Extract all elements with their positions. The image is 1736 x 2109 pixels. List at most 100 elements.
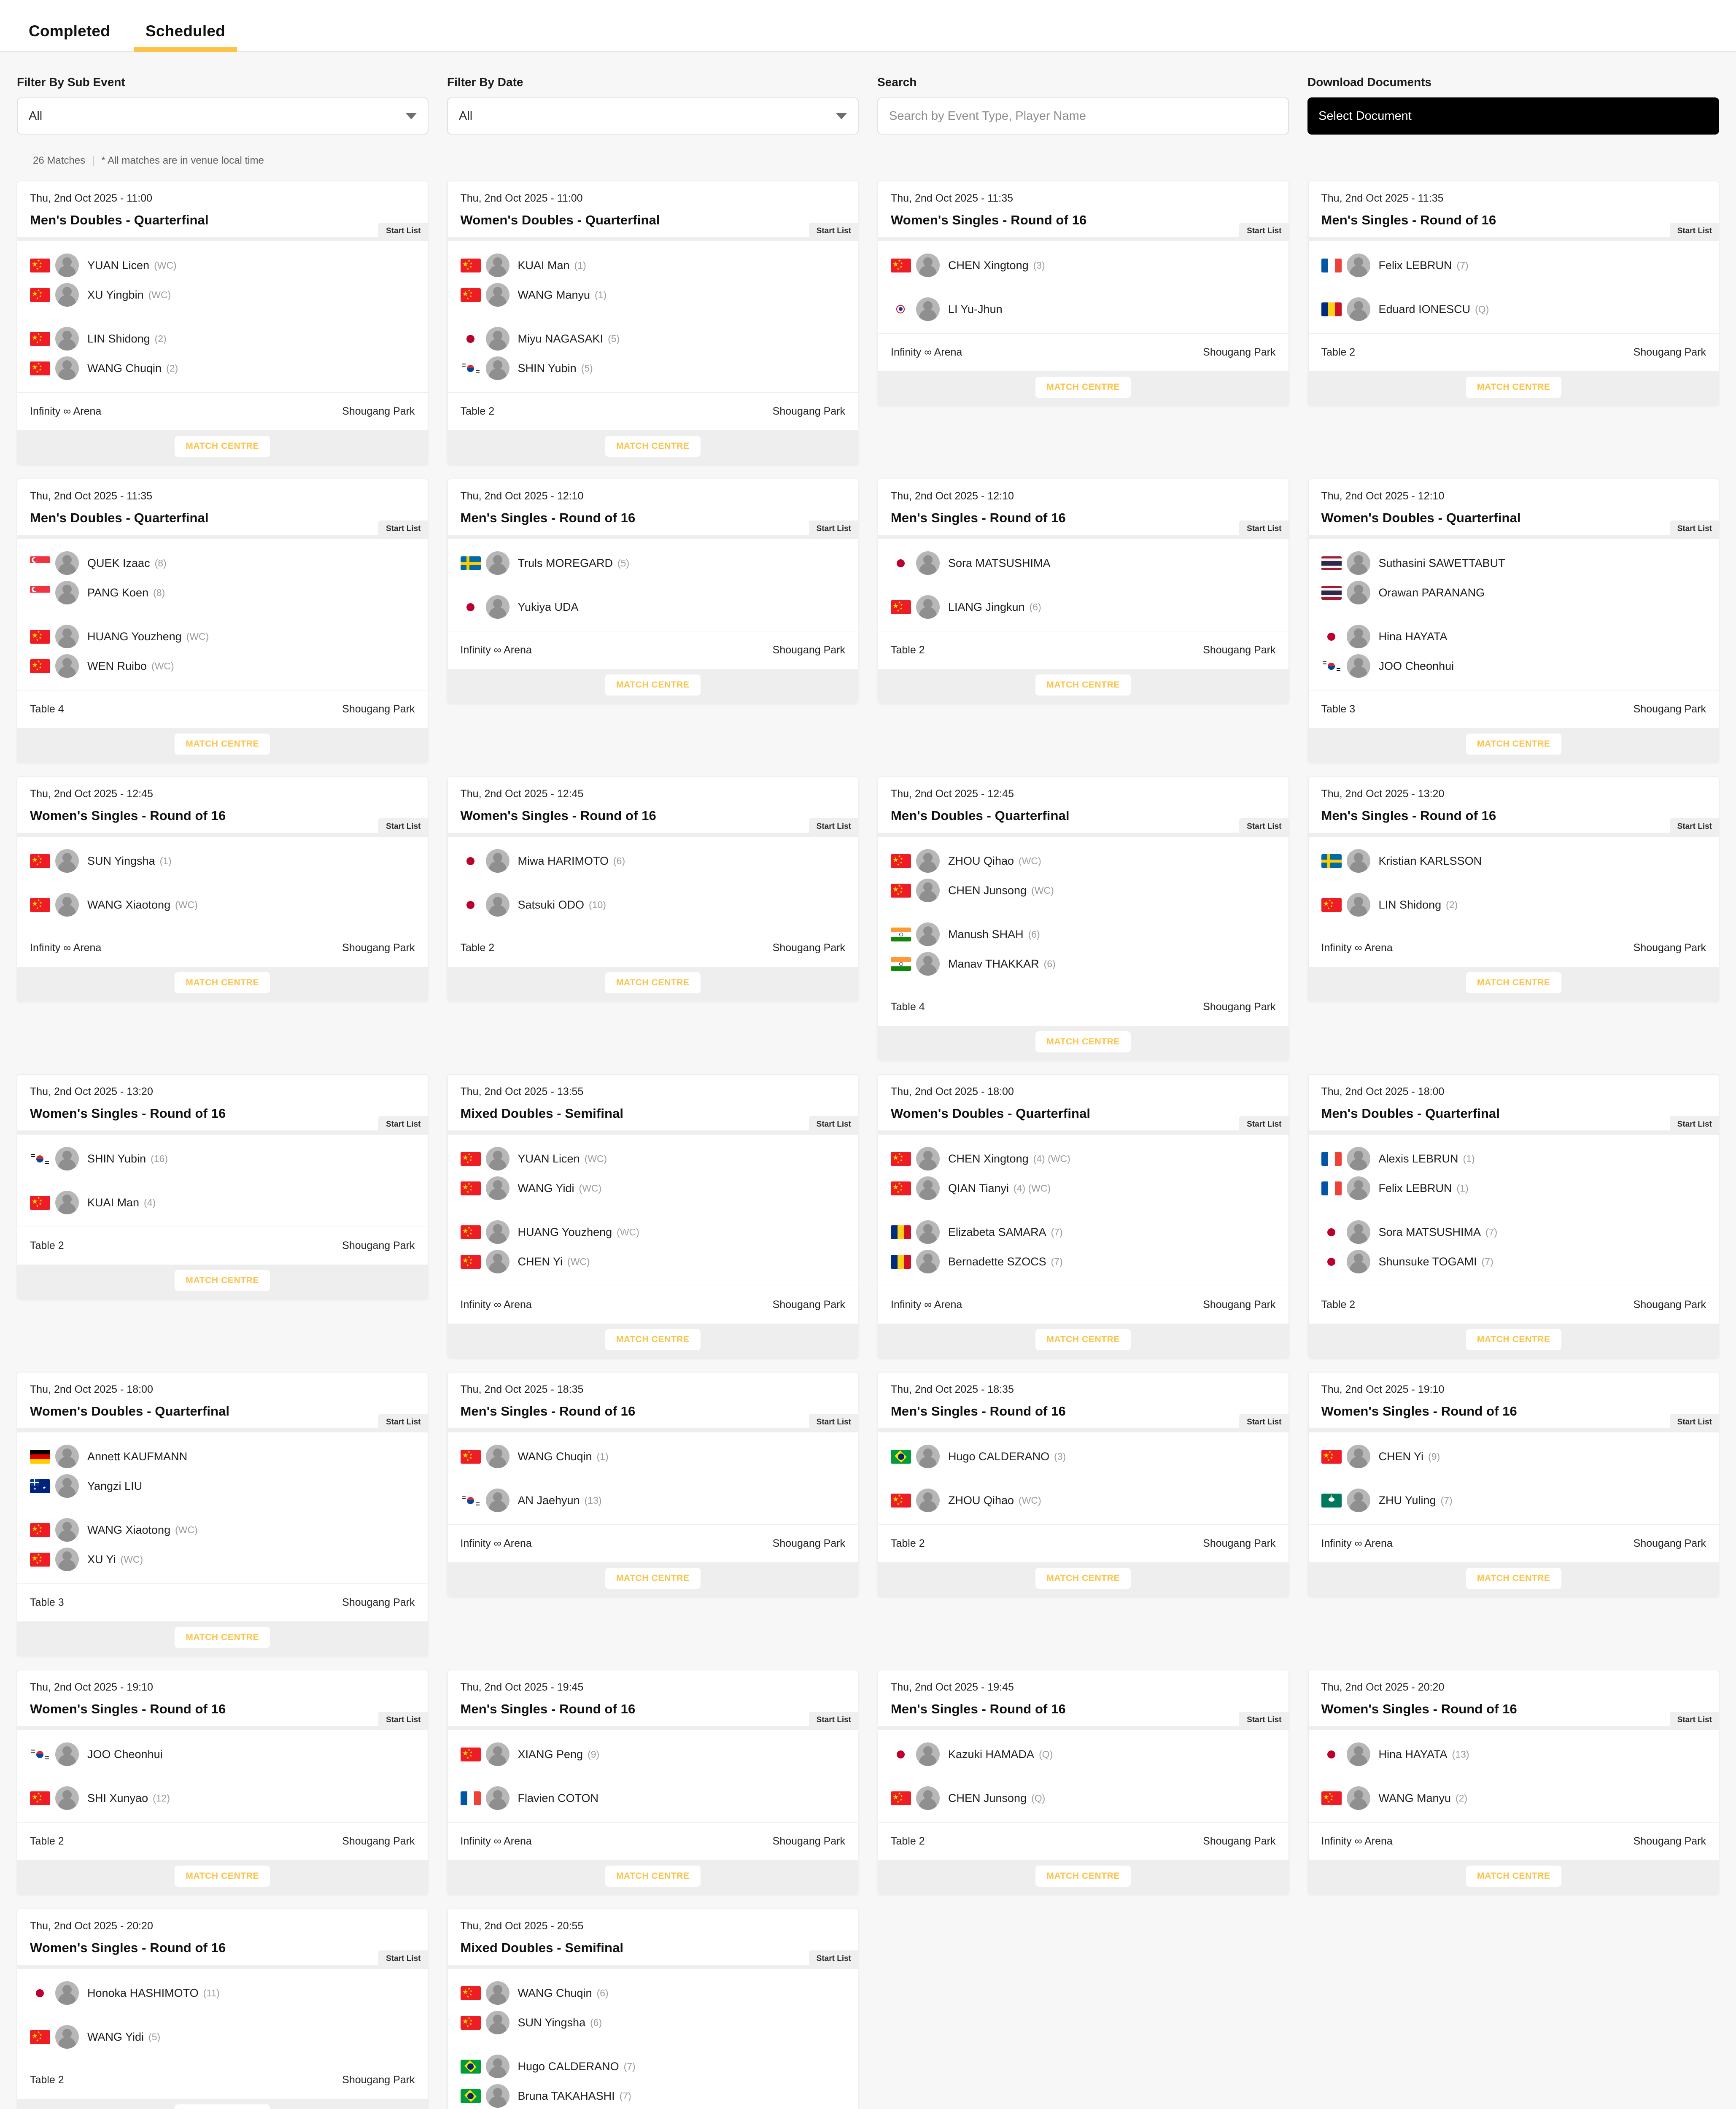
match-card[interactable]: Thu, 2nd Oct 2025 - 18:00 Men's Doubles … xyxy=(1308,1074,1719,1358)
match-card[interactable]: Thu, 2nd Oct 2025 - 11:35 Men's Singles … xyxy=(1308,181,1719,405)
match-centre-button[interactable]: MATCH CENTRE xyxy=(605,1329,701,1350)
player-row[interactable]: ★ ★ ★ ★ ★ LIN Shidong (2) xyxy=(1321,890,1706,920)
start-list-button[interactable]: Start List xyxy=(378,1712,428,1729)
match-card[interactable]: Thu, 2nd Oct 2025 - 18:00 Women's Double… xyxy=(878,1074,1289,1358)
player-row[interactable]: Kristian KARLSSON xyxy=(1321,846,1706,876)
start-list-button[interactable]: Start List xyxy=(1669,223,1719,240)
player-row[interactable]: PANG Koen (8) xyxy=(30,578,415,607)
player-row[interactable]: Satsuki ODO (10) xyxy=(460,890,846,920)
player-row[interactable]: ★ ★ ★ ★ ★ CHEN Junsong (WC) xyxy=(891,876,1276,905)
match-centre-button[interactable]: MATCH CENTRE xyxy=(1035,1866,1131,1887)
start-list-button[interactable]: Start List xyxy=(1669,521,1719,537)
player-row[interactable]: Orawan PARANANG xyxy=(1321,578,1706,607)
player-row[interactable]: Alexis LEBRUN (1) xyxy=(1321,1144,1706,1173)
player-row[interactable]: ★ ★ ★ ★ ★ LIN Shidong (2) xyxy=(30,324,415,353)
player-row[interactable]: Eduard IONESCU (Q) xyxy=(1321,294,1706,324)
match-card[interactable]: Thu, 2nd Oct 2025 - 13:20 Men's Singles … xyxy=(1308,777,1719,1001)
start-list-button[interactable]: Start List xyxy=(378,1950,428,1967)
match-centre-button[interactable]: MATCH CENTRE xyxy=(1035,674,1131,696)
player-row[interactable]: ★ ★ ★ ★ ★ SHI Xunyao (12) xyxy=(30,1783,415,1813)
match-card[interactable]: Thu, 2nd Oct 2025 - 12:10 Men's Singles … xyxy=(878,479,1289,703)
sub-event-select[interactable]: All xyxy=(17,97,429,135)
player-row[interactable]: ★ ★ ★ ★ ★ WANG Chuqin (1) xyxy=(460,1442,846,1471)
search-input[interactable] xyxy=(877,97,1289,135)
match-centre-button[interactable]: MATCH CENTRE xyxy=(605,1866,701,1887)
match-card[interactable]: Thu, 2nd Oct 2025 - 11:00 Women's Double… xyxy=(447,181,858,464)
match-centre-button[interactable]: MATCH CENTRE xyxy=(605,1568,701,1589)
tab-scheduled[interactable]: Scheduled xyxy=(133,22,237,52)
start-list-button[interactable]: Start List xyxy=(809,223,858,240)
match-centre-button[interactable]: MATCH CENTRE xyxy=(175,1866,270,1887)
match-centre-button[interactable]: MATCH CENTRE xyxy=(1466,972,1561,993)
player-row[interactable]: ★ ★ ★ ★ ★ YUAN Licen (WC) xyxy=(30,251,415,280)
player-row[interactable]: ★ ★ ★ ★ ★ WANG Manyu (2) xyxy=(1321,1783,1706,1813)
tab-completed[interactable]: Completed xyxy=(29,22,110,40)
start-list-button[interactable]: Start List xyxy=(809,521,858,537)
player-row[interactable]: Annett KAUFMANN xyxy=(30,1442,415,1471)
player-row[interactable]: Kazuki HAMADA (Q) xyxy=(891,1740,1276,1769)
match-centre-button[interactable]: MATCH CENTRE xyxy=(175,1627,270,1648)
player-row[interactable]: Truls MOREGARD (5) xyxy=(460,548,846,578)
player-row[interactable]: Hina HAYATA xyxy=(1321,622,1706,651)
match-card[interactable]: Thu, 2nd Oct 2025 - 11:00 Men's Doubles … xyxy=(17,181,428,464)
player-row[interactable]: Bernadette SZOCS (7) xyxy=(891,1247,1276,1276)
match-card[interactable]: Thu, 2nd Oct 2025 - 11:35 Women's Single… xyxy=(878,181,1289,405)
start-list-button[interactable]: Start List xyxy=(378,223,428,240)
player-row[interactable]: ★ ★ ★ ★ ★ LIANG Jingkun (6) xyxy=(891,592,1276,622)
player-row[interactable]: ★ ★ ★ ★ ★ SUN Yingsha (6) xyxy=(460,2008,846,2037)
start-list-button[interactable]: Start List xyxy=(809,818,858,835)
player-row[interactable]: Felix LEBRUN (7) xyxy=(1321,251,1706,280)
start-list-button[interactable]: Start List xyxy=(1669,818,1719,835)
start-list-button[interactable]: Start List xyxy=(809,1712,858,1729)
match-card[interactable]: Thu, 2nd Oct 2025 - 12:45 Men's Doubles … xyxy=(878,777,1289,1060)
match-card[interactable]: Thu, 2nd Oct 2025 - 19:10 Women's Single… xyxy=(17,1670,428,1894)
match-card[interactable]: Thu, 2nd Oct 2025 - 13:20 Women's Single… xyxy=(17,1074,428,1299)
player-row[interactable]: Manush SHAH (6) xyxy=(891,920,1276,949)
match-centre-button[interactable]: MATCH CENTRE xyxy=(1035,377,1131,398)
player-row[interactable]: Honoka HASHIMOTO (11) xyxy=(30,1978,415,2008)
player-row[interactable]: SHIN Yubin (16) xyxy=(30,1144,415,1173)
player-row[interactable]: ★ ★ ★ ★ ★ YUAN Licen (WC) xyxy=(460,1144,846,1173)
player-row[interactable]: ★ ★ ★ ★ ★ KUAI Man (4) xyxy=(30,1188,415,1217)
start-list-button[interactable]: Start List xyxy=(1239,818,1289,835)
start-list-button[interactable]: Start List xyxy=(1239,1414,1289,1431)
player-row[interactable]: Felix LEBRUN (1) xyxy=(1321,1173,1706,1203)
match-card[interactable]: Thu, 2nd Oct 2025 - 12:45 Women's Single… xyxy=(447,777,858,1001)
player-row[interactable]: Miyu NAGASAKI (5) xyxy=(460,324,846,353)
player-row[interactable]: ★ ★ ★ ★ ★ KUAI Man (1) xyxy=(460,251,846,280)
match-centre-button[interactable]: MATCH CENTRE xyxy=(175,734,270,755)
match-card[interactable]: Thu, 2nd Oct 2025 - 12:10 Men's Singles … xyxy=(447,479,858,703)
player-row[interactable]: ★ ★ ★ ★ ★ CHEN Junsong (Q) xyxy=(891,1783,1276,1813)
match-centre-button[interactable]: MATCH CENTRE xyxy=(1035,1329,1131,1350)
player-row[interactable]: LI Yu-Jhun xyxy=(891,294,1276,324)
player-row[interactable]: AN Jaehyun (13) xyxy=(460,1486,846,1515)
start-list-button[interactable]: Start List xyxy=(1239,1712,1289,1729)
player-row[interactable]: JOO Cheonhui xyxy=(1321,651,1706,681)
start-list-button[interactable]: Start List xyxy=(1669,1712,1719,1729)
player-row[interactable]: ★ ★ ★ ★ ★ SUN Yingsha (1) xyxy=(30,846,415,876)
match-card[interactable]: Thu, 2nd Oct 2025 - 19:45 Men's Singles … xyxy=(878,1670,1289,1894)
match-card[interactable]: Thu, 2nd Oct 2025 - 18:00 Women's Double… xyxy=(17,1372,428,1656)
start-list-button[interactable]: Start List xyxy=(1669,1116,1719,1133)
player-row[interactable]: Hugo CALDERANO (7) xyxy=(460,2052,846,2081)
player-row[interactable]: Yukiya UDA xyxy=(460,592,846,622)
match-centre-button[interactable]: MATCH CENTRE xyxy=(605,436,701,457)
match-centre-button[interactable]: MATCH CENTRE xyxy=(175,436,270,457)
match-centre-button[interactable]: MATCH CENTRE xyxy=(1466,734,1561,755)
player-row[interactable]: ★ ★ ★ ★ ★ WANG Yidi (5) xyxy=(30,2022,415,2052)
match-centre-button[interactable]: MATCH CENTRE xyxy=(605,972,701,993)
player-row[interactable]: Suthasini SAWETTABUT xyxy=(1321,548,1706,578)
start-list-button[interactable]: Start List xyxy=(378,1116,428,1133)
player-row[interactable]: ★ ★ ★ ★ ★ WANG Yidi (WC) xyxy=(460,1173,846,1203)
select-document-button[interactable]: Select Document xyxy=(1307,97,1719,135)
start-list-button[interactable]: Start List xyxy=(1239,521,1289,537)
player-row[interactable]: ★ ★ ★ ★ ★ CHEN Xingtong (3) xyxy=(891,251,1276,280)
match-card[interactable]: Thu, 2nd Oct 2025 - 20:55 Mixed Doubles … xyxy=(447,1909,858,2109)
match-centre-button[interactable]: MATCH CENTRE xyxy=(1466,1329,1561,1350)
player-row[interactable]: Bruna TAKAHASHI (7) xyxy=(460,2081,846,2109)
player-row[interactable]: Hugo CALDERANO (3) xyxy=(891,1442,1276,1471)
player-row[interactable]: ★ ZHU Yuling (7) xyxy=(1321,1486,1706,1515)
player-row[interactable]: ★ ★ ★ ★ ★ ZHOU Qihao (WC) xyxy=(891,1486,1276,1515)
match-card[interactable]: Thu, 2nd Oct 2025 - 12:45 Women's Single… xyxy=(17,777,428,1001)
player-row[interactable]: ★ ★ ★ ★ ★ XIANG Peng (9) xyxy=(460,1740,846,1769)
